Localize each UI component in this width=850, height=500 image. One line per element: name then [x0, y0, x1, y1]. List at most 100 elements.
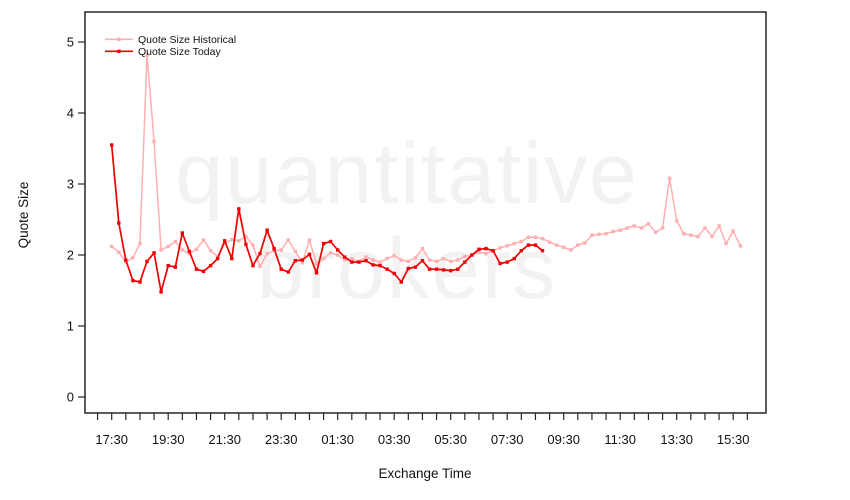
today-data-point — [223, 239, 227, 243]
historical-data-point — [223, 241, 227, 246]
today-data-point — [399, 280, 403, 284]
historical-data-point — [145, 53, 149, 57]
today-data-point — [152, 251, 156, 255]
historical-data-point — [300, 261, 305, 265]
today-data-point — [456, 267, 460, 271]
historical-data-point — [399, 258, 403, 262]
today-data-point — [449, 268, 453, 273]
watermark: quantitative brokers — [175, 126, 639, 317]
historical-data-point — [286, 238, 290, 242]
historical-data-point — [131, 256, 135, 260]
historical-data-point — [180, 248, 184, 252]
historical-data-point — [703, 226, 707, 230]
today-data-point — [215, 256, 220, 261]
historical-data-point — [526, 235, 531, 239]
y-tick-label: 5 — [67, 35, 74, 50]
y-tick-label: 3 — [67, 177, 74, 192]
today-data-point — [201, 269, 206, 273]
historical-data-point — [385, 256, 389, 261]
historical-data-point — [597, 232, 601, 237]
x-axis: 17:30 19:30 21:30 23:30 01:30 03:30 05:30 07:30… — [95, 413, 749, 447]
y-tick-label: 1 — [67, 319, 74, 334]
today-data-point — [491, 249, 495, 253]
historical-data-point — [434, 259, 439, 264]
today-data-point — [117, 221, 121, 225]
today-data-point — [371, 263, 375, 267]
x-tick-label: 11:30 — [604, 432, 636, 447]
historical-data-point — [484, 251, 488, 256]
x-tick-label: 03:30 — [378, 432, 411, 447]
today-data-point — [159, 290, 163, 294]
today-data-point — [498, 261, 502, 266]
legend-historical-marker — [117, 37, 121, 41]
x-tick-label: 15:30 — [717, 432, 750, 447]
today-data-point — [427, 267, 432, 271]
historical-data-point — [166, 244, 170, 249]
historical-data-point — [293, 249, 297, 254]
historical-data-point — [505, 244, 509, 248]
historical-data-point — [138, 241, 142, 246]
legend-label-today: Quote Size Today — [138, 46, 221, 58]
historical-data-point — [237, 239, 241, 243]
today-data-point — [244, 242, 248, 247]
historical-data-point — [307, 238, 312, 242]
historical-data-point — [420, 246, 425, 251]
historical-data-point — [618, 228, 622, 232]
today-data-point — [533, 243, 538, 247]
historical-data-point — [314, 261, 319, 266]
historical-data-point — [604, 232, 608, 236]
historical-data-point — [371, 258, 375, 262]
x-tick-label: 05:30 — [434, 432, 467, 447]
historical-data-point — [611, 229, 615, 234]
today-data-point — [279, 267, 283, 271]
x-tick-label: 21:30 — [208, 432, 241, 447]
today-series — [110, 143, 545, 294]
historical-data-point — [646, 222, 651, 226]
today-data-point — [187, 249, 192, 254]
today-data-point — [300, 258, 305, 262]
x-tick-label: 19:30 — [152, 432, 185, 447]
watermark-line1: quantitative — [175, 126, 639, 222]
historical-data-point — [110, 244, 114, 249]
x-tick-label: 01:30 — [321, 432, 354, 447]
today-data-point — [293, 259, 297, 263]
historical-data-point — [244, 234, 248, 239]
today-data-point — [526, 243, 531, 247]
y-axis-title: Quote Size — [16, 182, 31, 249]
today-data-point — [145, 259, 149, 264]
today-data-point — [484, 246, 488, 251]
historical-data-point — [660, 226, 665, 230]
today-data-point — [413, 265, 418, 269]
historical-data-point — [696, 234, 700, 239]
historical-data-point — [569, 248, 573, 252]
historical-data-point — [208, 249, 213, 253]
today-data-point — [138, 280, 142, 284]
today-data-point — [328, 239, 333, 244]
historical-data-point — [477, 250, 481, 254]
historical-data-point — [456, 258, 460, 262]
today-data-point — [505, 260, 509, 264]
plot-border — [84, 11, 767, 414]
x-tick-label: 17:30 — [95, 432, 128, 447]
today-data-point — [208, 263, 213, 268]
today-data-point — [350, 260, 354, 264]
historical-data-point — [463, 254, 467, 259]
historical-data-point — [413, 256, 418, 260]
today-data-point — [434, 267, 439, 271]
today-data-point — [540, 249, 545, 253]
historical-data-point — [498, 246, 502, 250]
historical-data-point — [251, 243, 255, 247]
today-data-point — [314, 271, 319, 275]
today-data-point — [470, 253, 474, 257]
historical-data-point — [519, 239, 523, 244]
legend-label-historical: Quote Size Historical — [138, 34, 236, 46]
historical-data-point — [152, 139, 156, 144]
legend: Quote Size Historical Quote Size Today — [105, 34, 236, 58]
today-data-point — [272, 246, 276, 251]
today-data-point — [378, 263, 382, 268]
today-data-point — [420, 259, 425, 263]
historical-data-point — [406, 259, 410, 264]
today-data-point — [180, 231, 184, 235]
historical-data-point — [230, 237, 234, 242]
